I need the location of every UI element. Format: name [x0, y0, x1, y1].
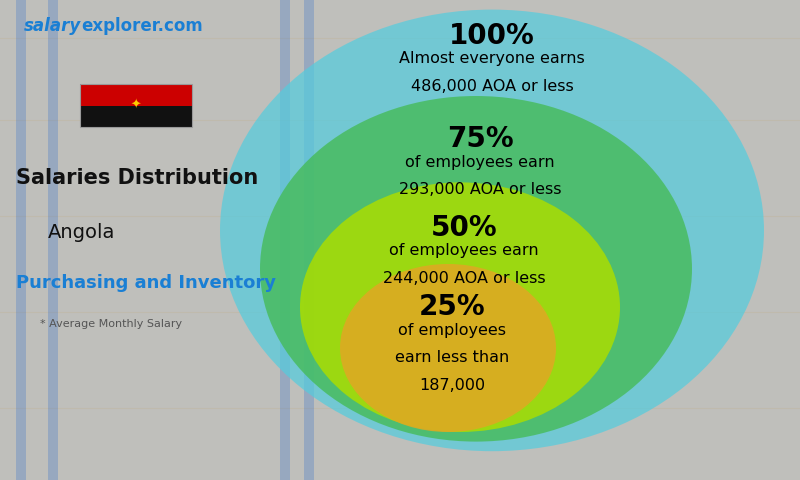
- Text: Salaries Distribution: Salaries Distribution: [16, 168, 258, 188]
- Text: of employees earn: of employees earn: [389, 243, 539, 258]
- Ellipse shape: [220, 10, 764, 451]
- Text: 293,000 AOA or less: 293,000 AOA or less: [398, 182, 562, 197]
- Bar: [80, 106, 192, 127]
- Text: * Average Monthly Salary: * Average Monthly Salary: [40, 319, 182, 329]
- Bar: [304, 0, 314, 480]
- Bar: [80, 84, 192, 106]
- Text: 100%: 100%: [449, 22, 535, 49]
- Bar: [80, 84, 192, 127]
- Text: 187,000: 187,000: [419, 378, 485, 393]
- Text: salary: salary: [24, 17, 82, 35]
- Text: Angola: Angola: [48, 223, 115, 242]
- Text: of employees: of employees: [398, 323, 506, 337]
- Bar: [48, 0, 58, 480]
- Bar: [280, 0, 290, 480]
- Text: 486,000 AOA or less: 486,000 AOA or less: [410, 79, 574, 94]
- Text: 25%: 25%: [418, 293, 486, 321]
- Text: 50%: 50%: [430, 214, 498, 241]
- Text: ✦: ✦: [130, 99, 142, 112]
- Text: of employees earn: of employees earn: [405, 155, 555, 169]
- Text: earn less than: earn less than: [395, 350, 509, 365]
- Ellipse shape: [340, 264, 556, 432]
- Text: 75%: 75%: [446, 125, 514, 153]
- Ellipse shape: [260, 96, 692, 442]
- Text: Almost everyone earns: Almost everyone earns: [399, 51, 585, 66]
- Text: explorer.com: explorer.com: [82, 17, 203, 35]
- Bar: [16, 0, 26, 480]
- Ellipse shape: [300, 182, 620, 432]
- Text: Purchasing and Inventory: Purchasing and Inventory: [16, 274, 276, 291]
- Text: 244,000 AOA or less: 244,000 AOA or less: [382, 271, 546, 286]
